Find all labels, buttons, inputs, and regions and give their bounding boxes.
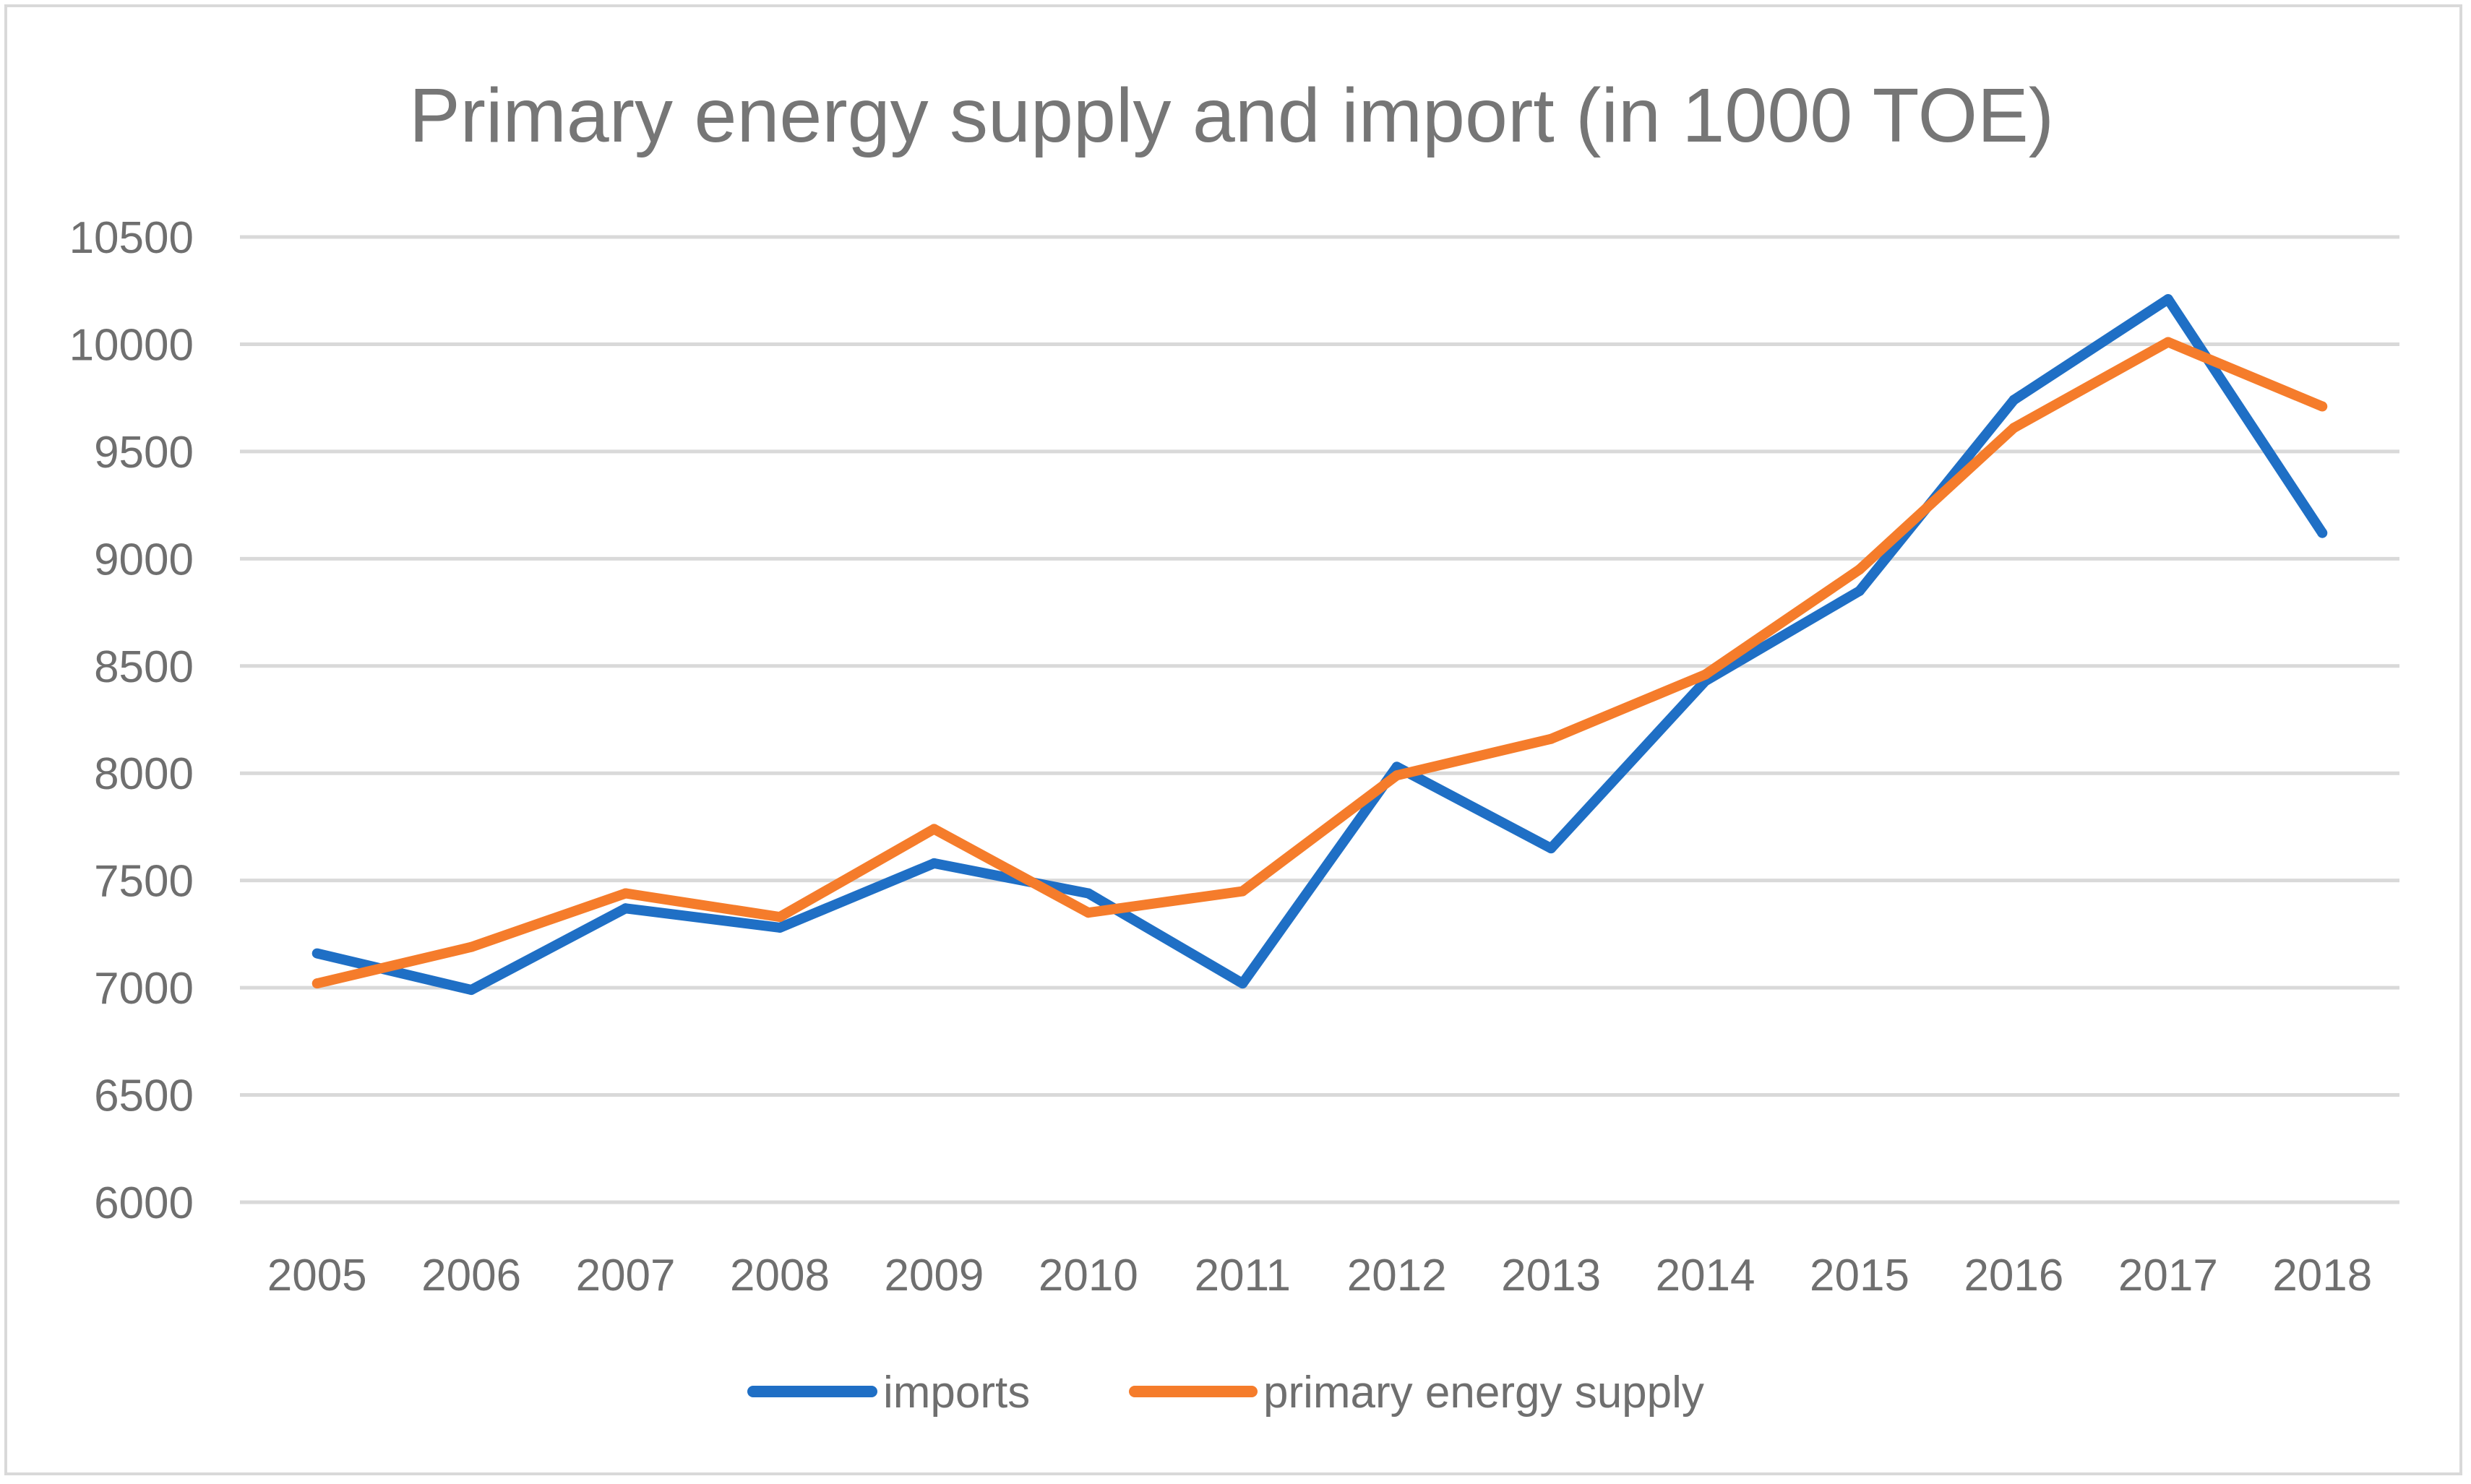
x-tick-label: 2008 <box>730 1251 830 1300</box>
x-axis: 2005 2006 2007 2008 2009 2010 2011 2012 2013 2014… <box>267 1251 2373 1300</box>
legend-label: primary energy supply <box>1263 1368 1704 1418</box>
y-axis: 6000 6500 7000 7500 8000 8500 9000 9500 10000 105… <box>69 213 194 1228</box>
y-tick-label: 7000 <box>94 964 194 1014</box>
x-tick-label: 2018 <box>2272 1251 2372 1300</box>
x-tick-label: 2014 <box>1656 1251 1756 1300</box>
chart-title: Primary energy supply and import (in 100… <box>409 73 2054 158</box>
data-point <box>775 912 785 923</box>
data-point <box>1391 770 1402 781</box>
data-point <box>1700 669 1711 680</box>
x-tick-label: 2006 <box>421 1251 521 1300</box>
data-point <box>929 858 940 868</box>
x-tick-label: 2012 <box>1347 1251 1447 1300</box>
data-point <box>2317 401 2328 412</box>
y-tick-label: 10000 <box>69 320 194 370</box>
data-point <box>466 985 477 996</box>
data-point <box>1546 733 1557 744</box>
legend-label: imports <box>883 1368 1030 1418</box>
legend-item: imports <box>747 1368 1030 1418</box>
data-point <box>311 978 322 989</box>
data-point <box>311 948 322 959</box>
x-tick-label: 2011 <box>1195 1251 1291 1300</box>
data-point <box>1855 585 1865 596</box>
chart-frame: Primary energy supply and import (in 100… <box>4 4 2462 1475</box>
data-point <box>2008 394 2019 405</box>
series-line-primary-energy-supply <box>316 337 2324 988</box>
x-tick-label: 2016 <box>1964 1251 2063 1300</box>
line-chart: Primary energy supply and import (in 100… <box>69 73 2399 1418</box>
series-line-imports <box>316 294 2327 996</box>
data-point <box>2162 337 2173 348</box>
y-tick-label: 10500 <box>69 213 194 263</box>
data-point <box>1237 886 1248 897</box>
legend: imports primary energy supply <box>747 1368 1704 1418</box>
data-point <box>1083 907 1093 918</box>
y-tick-label: 6000 <box>94 1178 194 1228</box>
data-point <box>1237 978 1248 989</box>
data-point <box>1391 762 1402 772</box>
y-tick-label: 9500 <box>94 428 194 478</box>
data-point <box>466 941 477 952</box>
data-point <box>620 903 631 914</box>
series-layer <box>311 294 2328 996</box>
data-point <box>775 922 785 933</box>
y-tick-label: 9000 <box>94 535 194 584</box>
y-tick-label: 6500 <box>94 1071 194 1121</box>
x-tick-label: 2005 <box>267 1251 367 1300</box>
data-point <box>2162 294 2173 305</box>
x-tick-label: 2010 <box>1039 1251 1138 1300</box>
x-tick-label: 2007 <box>576 1251 676 1300</box>
x-tick-label: 2015 <box>1810 1251 1909 1300</box>
grid-layer <box>240 235 2399 1204</box>
y-tick-label: 7500 <box>94 857 194 907</box>
data-point <box>929 824 940 834</box>
y-tick-label: 8000 <box>94 749 194 799</box>
x-tick-label: 2009 <box>884 1251 984 1300</box>
data-point <box>1083 888 1093 899</box>
data-point <box>2008 423 2019 433</box>
y-tick-label: 8500 <box>94 642 194 692</box>
data-point <box>1855 564 1865 575</box>
x-tick-label: 2017 <box>2118 1251 2218 1300</box>
data-point <box>2317 527 2328 538</box>
x-tick-label: 2013 <box>1501 1251 1601 1300</box>
data-point <box>620 888 631 899</box>
data-point <box>1546 843 1557 854</box>
legend-item: primary energy supply <box>1129 1368 1704 1418</box>
